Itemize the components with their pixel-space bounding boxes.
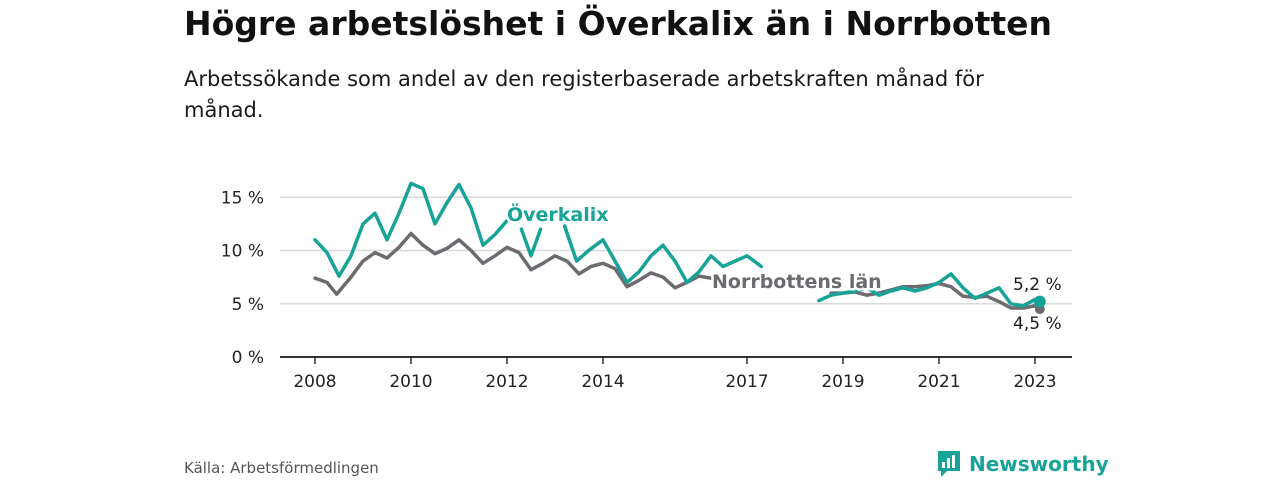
series-lines <box>313 181 1046 315</box>
bar-chart-logo-icon <box>938 451 960 477</box>
y-tick-label: 15 % <box>221 188 264 208</box>
x-tick-label: 2010 <box>389 372 432 392</box>
y-tick-label: 10 % <box>221 242 264 262</box>
x-tick-label: 2008 <box>293 372 336 392</box>
newsworthy-logo[interactable]: Newsworthy <box>936 449 1109 479</box>
brand-name: Newsworthy <box>969 452 1109 476</box>
gridlines <box>280 196 1072 358</box>
chart-title: Högre arbetslöshet i Överkalix än i Norr… <box>184 4 1053 43</box>
chart-subtitle: Arbetssökande som andel av den registerb… <box>184 67 984 122</box>
y-axis-ticks: 0 % 5 % 10 % 15 % <box>221 188 264 368</box>
end-value-label-overkalix: 5,2 % <box>1013 275 1062 295</box>
x-tick-label: 2019 <box>821 372 864 392</box>
end-value-label-norrbotten: 4,5 % <box>1013 314 1062 334</box>
series-label-norrbotten: Norrbottens län <box>712 271 882 293</box>
series-label-overkalix: Överkalix <box>507 202 609 226</box>
series-labels: Överkalix Norrbottens län 5,2 % 4,5 % <box>505 200 1065 337</box>
x-tick-label: 2014 <box>581 372 624 392</box>
source-note: Källa: Arbetsförmedlingen <box>184 459 379 477</box>
x-tick-label: 2021 <box>917 372 960 392</box>
series-line-overkalix <box>313 181 1042 308</box>
x-tick-label: 2012 <box>485 372 528 392</box>
y-tick-label: 0 % <box>232 348 264 368</box>
end-point-overkalix <box>1033 295 1046 308</box>
x-axis-ticks: 2008 2010 2012 2014 2017 2019 2021 2023 <box>293 357 1057 392</box>
series-line-norrbotten <box>313 231 1042 311</box>
y-tick-label: 5 % <box>232 295 264 315</box>
x-tick-label: 2017 <box>725 372 768 392</box>
line-chart: 0 %5 %10 %15 % 2008 2010 2012 2014 2017 2019 2… <box>221 181 1072 392</box>
x-tick-label: 2023 <box>1013 372 1056 392</box>
